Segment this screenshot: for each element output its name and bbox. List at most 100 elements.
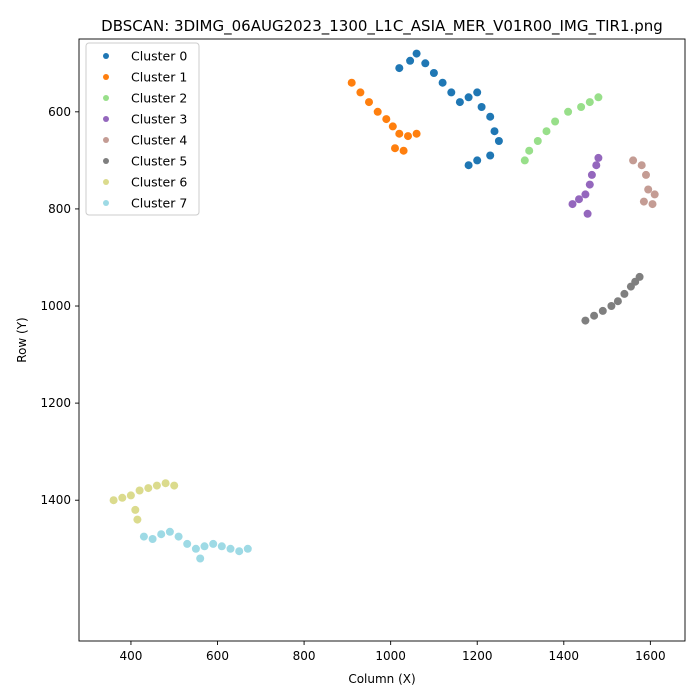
cluster-0-point — [412, 49, 421, 58]
cluster-5-point — [581, 316, 590, 325]
legend: Cluster 0 Cluster 1 Cluster 2 Cluster 3 Clus… — [85, 42, 200, 216]
cluster-7-point — [235, 547, 244, 556]
cluster-5-point — [613, 297, 622, 306]
cluster-2-point — [551, 117, 560, 126]
cluster-2-point — [520, 156, 529, 165]
cluster-0-point — [464, 93, 473, 102]
cluster-6-point — [170, 481, 179, 490]
legend-marker — [103, 179, 109, 185]
cluster-6-point — [152, 481, 161, 490]
cluster-1-point — [373, 107, 382, 116]
legend-marker — [103, 200, 109, 206]
cluster-7-point — [200, 542, 209, 551]
cluster-0-point — [406, 56, 415, 65]
cluster-6-point — [135, 486, 144, 495]
y-tick-label: 1200 — [40, 396, 71, 410]
legend-label: Cluster 4 — [131, 133, 187, 148]
cluster-2-point — [594, 93, 603, 102]
cluster-0-point — [477, 103, 486, 111]
cluster-7-point — [174, 532, 183, 541]
y-axis-ticks: 600 800 1000 1200 1400 — [40, 105, 79, 507]
cluster-7-point — [139, 532, 148, 541]
legend-label: Cluster 6 — [131, 175, 187, 190]
cluster-3-point — [592, 161, 601, 170]
cluster-1-point — [356, 88, 365, 97]
cluster-5-point — [607, 302, 616, 310]
cluster-1-point — [404, 132, 412, 141]
cluster-7-point — [243, 544, 252, 553]
legend-marker — [103, 137, 109, 143]
cluster-7-point — [191, 544, 200, 553]
x-axis-ticks: 400 600 800 1000 1200 1400 1600 — [119, 641, 666, 663]
y-tick-label: 800 — [48, 202, 71, 216]
cluster-0-point — [455, 98, 464, 107]
legend-marker — [103, 116, 109, 122]
cluster-1-point — [412, 129, 421, 138]
legend-label: Cluster 1 — [131, 70, 187, 85]
legend-label: Cluster 3 — [131, 112, 187, 127]
cluster-2-point — [585, 98, 594, 107]
y-tick-label: 1000 — [40, 299, 71, 313]
cluster-7-point — [196, 554, 205, 563]
points-layer — [109, 49, 659, 563]
cluster-7-point — [148, 535, 157, 543]
legend-label: Cluster 2 — [131, 91, 187, 106]
cluster-0-point — [473, 88, 482, 97]
cluster-4-point — [642, 170, 650, 179]
x-axis-label: Column (X) — [348, 672, 415, 686]
x-tick-label: 800 — [293, 649, 316, 663]
y-tick-label: 600 — [48, 105, 71, 119]
cluster-2-point — [525, 146, 534, 155]
cluster-0-point — [473, 156, 482, 165]
cluster-3-point — [581, 190, 590, 199]
cluster-1-point — [388, 122, 397, 131]
y-axis-label: Row (Y) — [15, 317, 29, 362]
cluster-7-point — [226, 544, 235, 553]
cluster-5-point — [598, 306, 607, 315]
cluster-4-point — [648, 200, 657, 209]
legend-marker — [103, 53, 109, 59]
cluster-5-point — [620, 289, 629, 298]
cluster-0-point — [447, 88, 456, 97]
cluster-7-point — [217, 542, 226, 551]
cluster-1-point — [391, 144, 399, 153]
cluster-2-point — [533, 137, 542, 145]
cluster-1-point — [382, 115, 391, 124]
cluster-7-point — [183, 539, 192, 548]
x-tick-label: 1200 — [462, 649, 493, 663]
cluster-6-point — [131, 505, 140, 514]
legend-box — [85, 42, 200, 216]
legend-marker — [103, 95, 109, 101]
cluster-0-point — [486, 112, 495, 121]
legend-label: Cluster 0 — [131, 49, 187, 64]
cluster-3-point — [585, 180, 594, 189]
legend-label: Cluster 5 — [131, 154, 187, 169]
cluster-6-point — [133, 515, 142, 524]
cluster-7-point — [165, 527, 174, 536]
cluster-0-point — [438, 78, 447, 87]
cluster-0-point — [395, 64, 404, 73]
cluster-0-point — [494, 137, 503, 145]
cluster-0-point — [429, 69, 438, 77]
cluster-6-point — [118, 493, 127, 502]
cluster-0-point — [464, 161, 473, 170]
plot-area — [78, 38, 686, 642]
legend-marker — [103, 74, 109, 80]
cluster-6-point — [126, 491, 135, 500]
cluster-6-point — [161, 479, 170, 488]
x-tick-label: 1600 — [635, 649, 666, 663]
cluster-5-point — [635, 272, 644, 281]
cluster-6-point — [144, 484, 153, 493]
cluster-0-point — [421, 59, 430, 68]
cluster-7-point — [209, 539, 218, 548]
cluster-1-point — [395, 129, 404, 138]
cluster-4-point — [629, 156, 638, 165]
cluster-5-point — [590, 311, 599, 320]
cluster-1-point — [399, 146, 408, 155]
chart-title: DBSCAN: 3DIMG_06AUG2023_1300_L1C_ASIA_ME… — [101, 17, 663, 36]
cluster-4-point — [639, 197, 648, 206]
x-tick-label: 1400 — [549, 649, 580, 663]
x-tick-label: 600 — [206, 649, 229, 663]
cluster-4-point — [644, 185, 653, 194]
